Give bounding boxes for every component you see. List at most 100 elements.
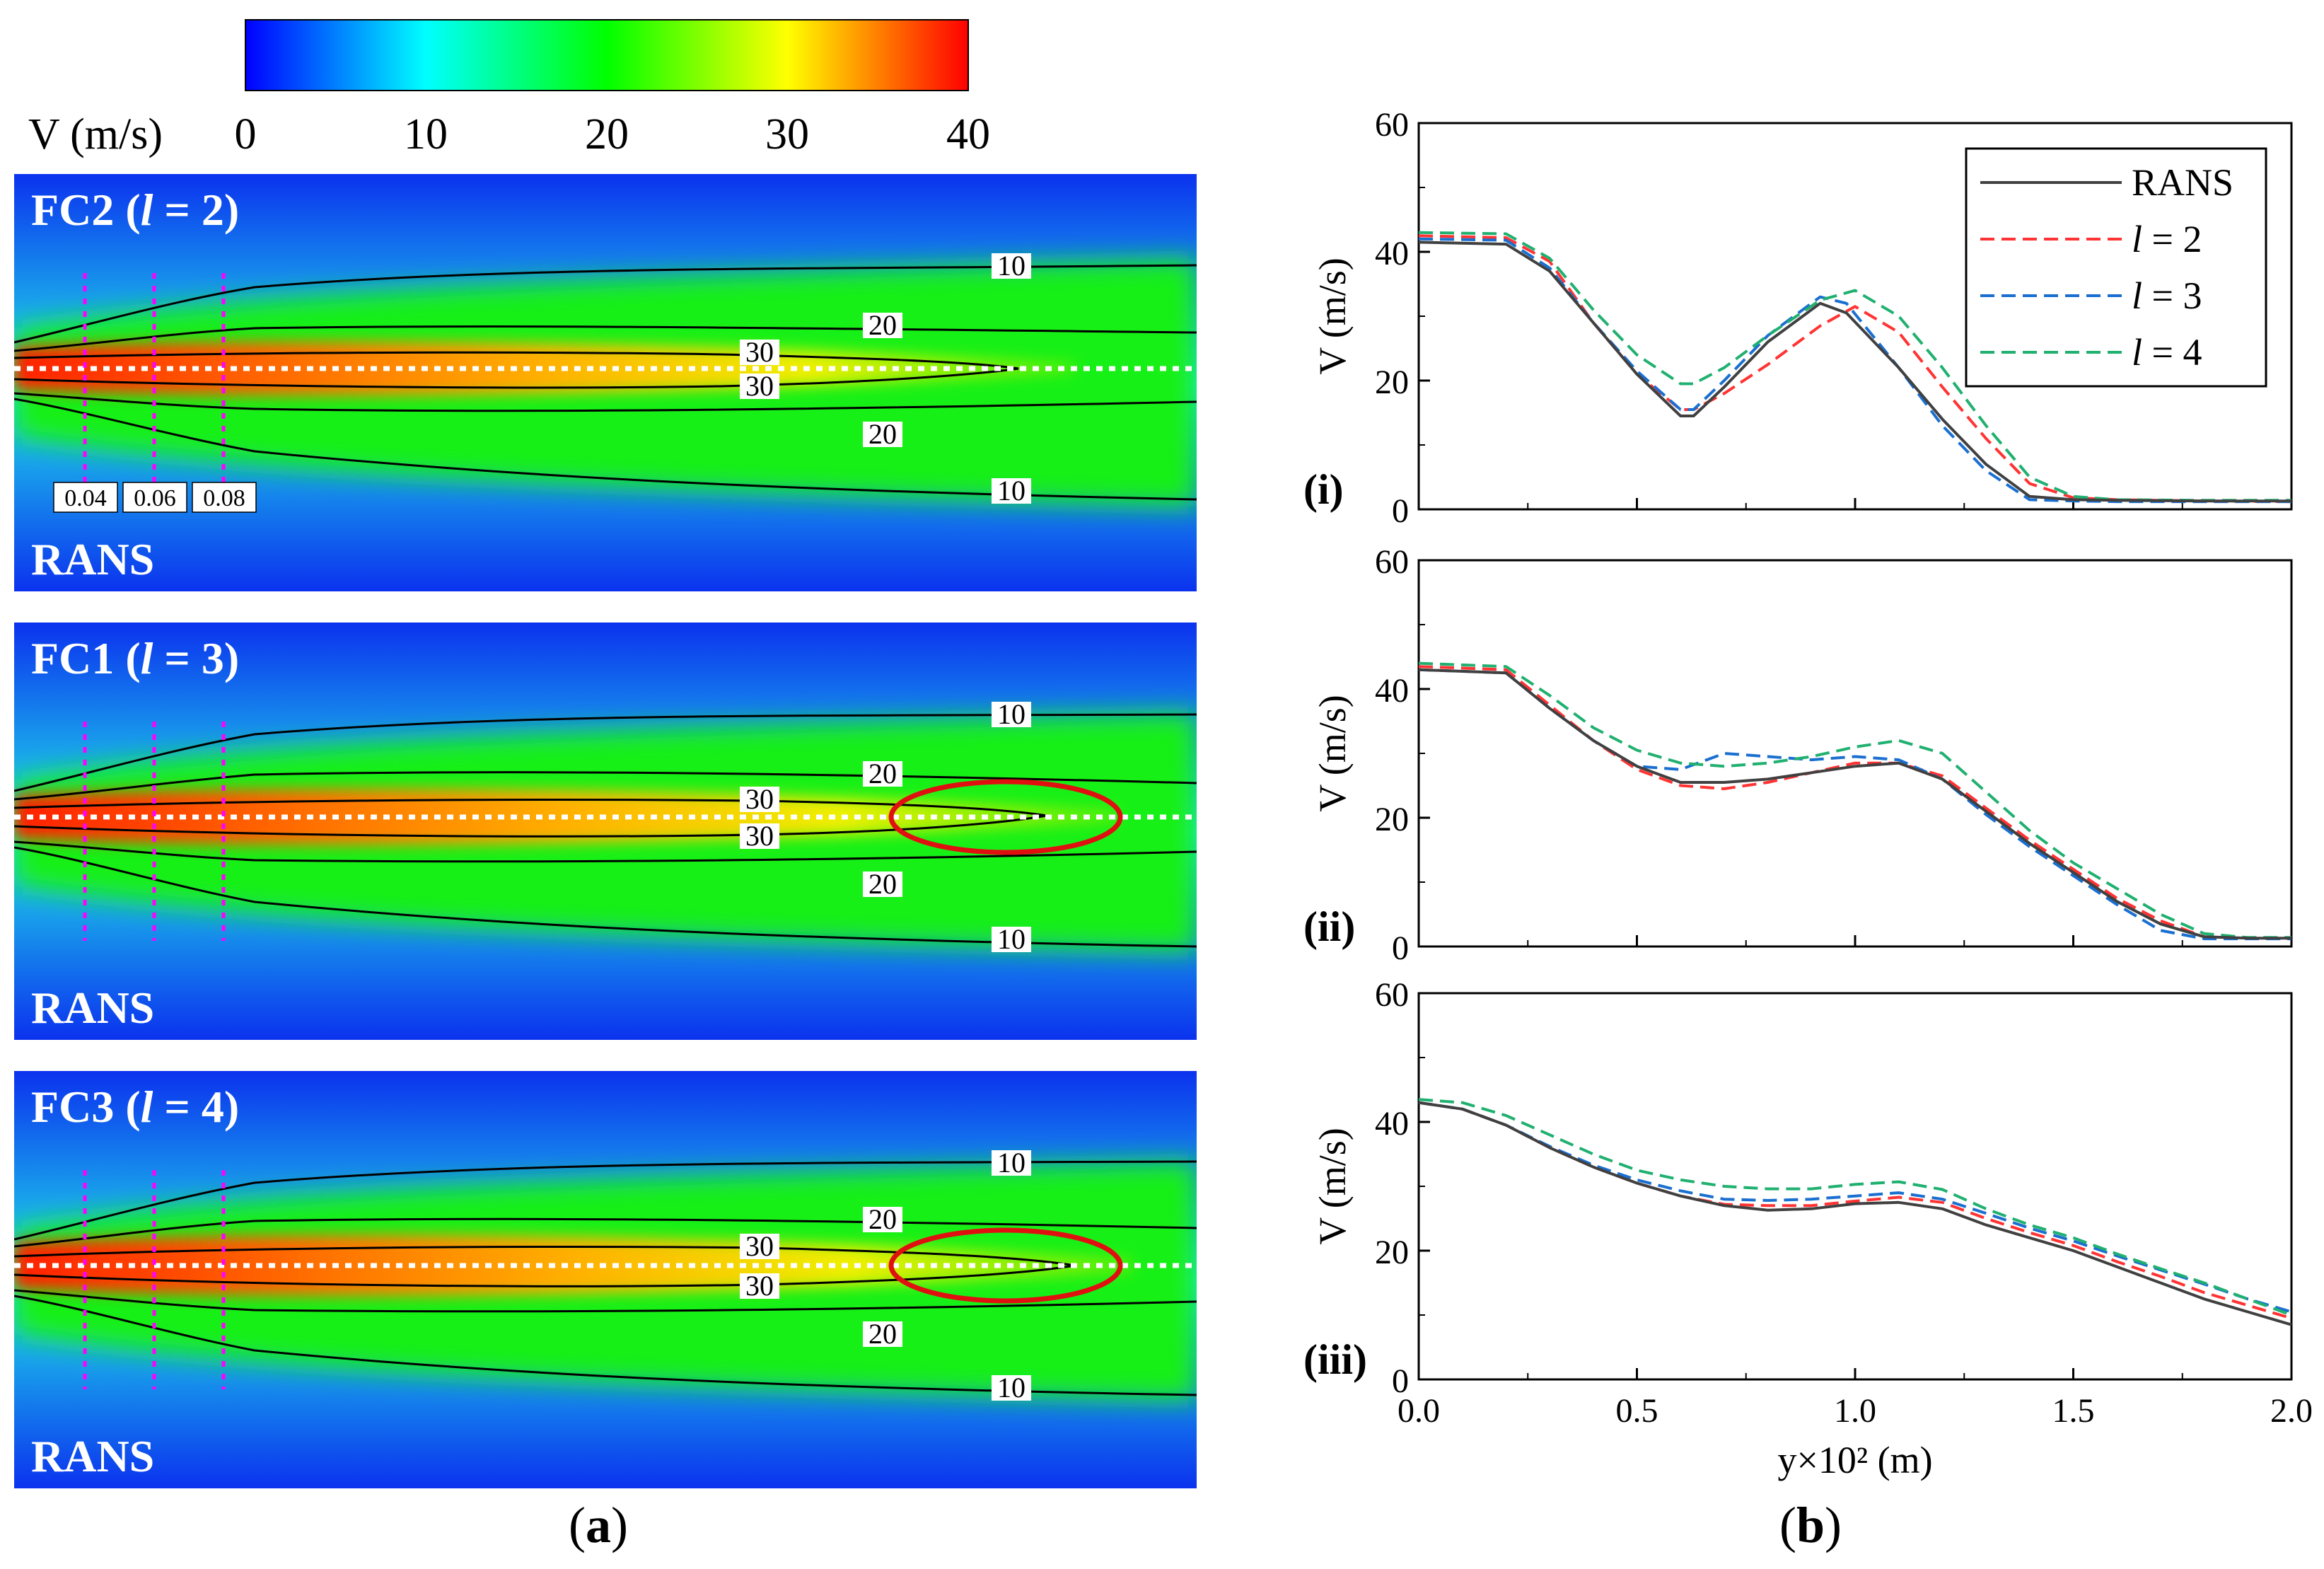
- field-fc2: 10 20 30 30 20 10 0.04 0.06 0.08 FC2 (l …: [14, 174, 1197, 591]
- contour-label-10-lower: 10: [997, 1372, 1026, 1403]
- x-tick-label: 2.0: [2270, 1392, 2313, 1430]
- legend: RANS l = 2 l = 3 l = 4: [1965, 147, 2267, 388]
- contour-line-10-lower: [14, 846, 1197, 948]
- contour-label-box-30-upper: [740, 340, 779, 365]
- y-tick-label: 60: [1375, 976, 1409, 1014]
- subplot-label: (ii): [1303, 903, 1355, 950]
- contour-label-box-30-lower: [740, 1273, 779, 1299]
- field-title: FC2 (l = 2): [31, 185, 239, 235]
- contour-label-30-lower: 30: [745, 820, 774, 852]
- colorbar-tick-10: 10: [404, 110, 448, 158]
- legend-label-rans: RANS: [2132, 161, 2233, 204]
- y-tick-label: 0: [1392, 492, 1409, 530]
- plot-frame: [1417, 992, 2293, 1381]
- contour-label-10-upper: 10: [997, 1147, 1026, 1179]
- x-tick-label: 1.5: [2052, 1392, 2095, 1430]
- contour-label-20-upper: 20: [868, 758, 897, 789]
- series-line-l2: [1418, 234, 2292, 504]
- legend-box: [1965, 147, 2267, 388]
- x-tick-label: 1.0: [1834, 1392, 1876, 1430]
- contour-label-box-20-upper: [863, 761, 902, 787]
- panel-b: 0 20 40 60 V (m/s) (i) RANS l = 2 l = 3 l = 4 0 20 4…: [1303, 106, 2313, 1481]
- contour-label-10-lower: 10: [997, 475, 1026, 506]
- colorbar-tick-40: 40: [946, 110, 990, 158]
- contour-label-box-20-lower: [863, 1321, 902, 1347]
- y-axis-label: V (m/s): [1311, 1128, 1354, 1245]
- contour-line-30-lower: [14, 1264, 1076, 1287]
- contour-label-30-lower: 30: [745, 370, 774, 402]
- contour-label-box-30-upper: [740, 1234, 779, 1259]
- contour-label-10-upper: 10: [997, 250, 1026, 282]
- series-line-rans: [1418, 241, 2291, 503]
- field-fc1: 10 20 30 30 20 10 FC1 (l = 3) RANS: [14, 623, 1197, 1040]
- panel-a-caption: (a): [569, 1497, 628, 1553]
- contour-label-10-upper: 10: [997, 698, 1026, 730]
- contour-label-box-10-lower: [992, 1375, 1031, 1401]
- contour-label-30-upper: 30: [745, 783, 774, 815]
- contour-line-10-upper: [14, 713, 1197, 792]
- contour-label-30-lower: 30: [745, 1270, 774, 1302]
- line-plot-1: 0 20 40 60 V (m/s) (i) RANS l = 2 l = 3 l = 4: [1303, 106, 2293, 530]
- colorbar-tick-30: 30: [765, 110, 809, 158]
- subplot-label: (iii): [1303, 1336, 1367, 1383]
- highlight-ellipse: [888, 779, 1123, 855]
- x-tick-label: 0.0: [1398, 1392, 1440, 1430]
- y-axis-label: V (m/s): [1311, 257, 1354, 375]
- colorbar-gradient: [245, 19, 969, 91]
- contour-line-10-upper: [14, 264, 1197, 344]
- colorbar-tick-20: 20: [585, 110, 629, 158]
- contour-label-box-20-upper: [863, 1207, 902, 1232]
- station-label-box-1: [53, 482, 118, 513]
- contour-label-box-10-lower: [992, 927, 1031, 952]
- plot-frame: [1417, 559, 2293, 948]
- panel-a: 10 20 30 30 20 10 0.04 0.06 0.08 FC2 (l …: [14, 174, 1197, 1553]
- y-tick-label: 40: [1375, 1105, 1409, 1142]
- contour-label-box-20-lower: [863, 872, 902, 897]
- y-tick-label: 0: [1392, 930, 1409, 967]
- contour-line-30-upper: [14, 798, 1047, 817]
- contour-label-20-lower: 20: [868, 1318, 897, 1350]
- station-label-1: 0.04: [64, 485, 107, 511]
- field-title: FC1 (l = 3): [31, 633, 239, 683]
- y-tick-label: 40: [1375, 235, 1409, 272]
- contour-line-10-upper: [14, 1160, 1197, 1241]
- contour-line-20-upper: [14, 1217, 1197, 1248]
- series-line-l2: [1418, 665, 2291, 940]
- series-line-l3: [1418, 668, 2291, 941]
- contour-label-20-lower: 20: [868, 868, 897, 900]
- contour-line-10-lower: [14, 398, 1197, 501]
- contour-label-box-10-lower: [992, 478, 1031, 504]
- y-tick-label: 60: [1375, 543, 1409, 581]
- contour-label-box-10-upper: [992, 253, 1031, 279]
- y-tick-label: 20: [1375, 801, 1409, 838]
- contour-label-box-20-upper: [863, 313, 902, 338]
- field-title: FC3 (l = 4): [31, 1082, 239, 1132]
- highlight-ellipse: [888, 1227, 1123, 1304]
- panel-b-caption: (b): [1779, 1497, 1842, 1553]
- contour-label-20-lower: 20: [868, 418, 897, 450]
- contour-line-20-upper: [14, 771, 1197, 801]
- contour-label-box-20-lower: [863, 422, 902, 447]
- series-line-rans: [1418, 668, 2291, 940]
- line-plot-3: 0 20 40 60 0.0 0.5 1.0 1.5 2.0 V (m/s) (iii) y×10² …: [1303, 976, 2313, 1481]
- station-label-box-2: [122, 482, 187, 513]
- contour-label-box-10-upper: [992, 1150, 1031, 1176]
- y-axis-label: V (m/s): [1311, 695, 1354, 812]
- y-tick-label: 20: [1375, 1234, 1409, 1271]
- contour-line-10-lower: [14, 1295, 1197, 1396]
- y-tick-label: 60: [1375, 106, 1409, 144]
- contour-label-30-upper: 30: [745, 1230, 774, 1262]
- colorbar-label: V (m/s): [28, 110, 163, 158]
- station-label-2: 0.06: [134, 485, 176, 511]
- subplot-label: (i): [1303, 466, 1344, 513]
- contour-line-20-upper: [14, 325, 1197, 352]
- contour-label-box-30-lower: [740, 823, 779, 849]
- contour-label-10-lower: 10: [997, 923, 1026, 955]
- legend-label-l3: l = 3: [2132, 274, 2202, 317]
- legend-label-l2: l = 2: [2132, 218, 2202, 260]
- contour-line-20-lower: [14, 840, 1197, 863]
- station-label-3: 0.08: [203, 485, 245, 511]
- contour-line-30-lower: [14, 814, 1047, 838]
- contour-label-box-10-upper: [992, 702, 1031, 727]
